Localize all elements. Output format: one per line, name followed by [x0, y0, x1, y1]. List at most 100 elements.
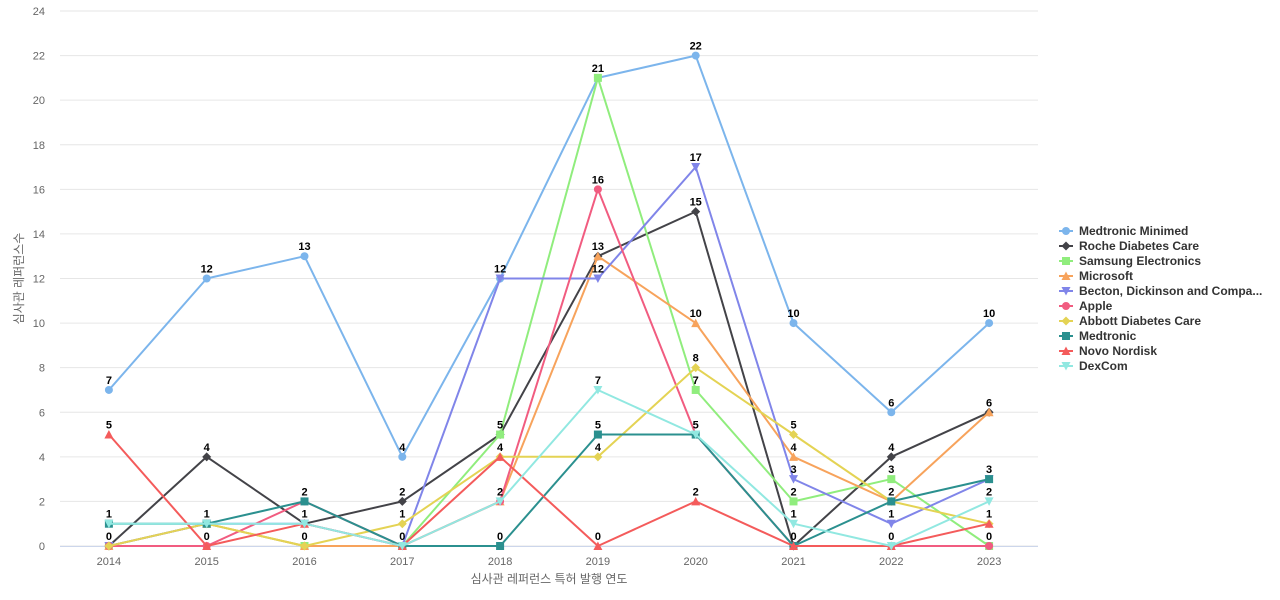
x-axis-title: 심사관 레퍼런스 특허 발행 연도 [471, 571, 628, 586]
data-label: 1 [986, 509, 992, 521]
legend-marker [1062, 257, 1070, 265]
data-point [691, 385, 700, 394]
data-point [985, 319, 994, 328]
y-tick-label: 8 [39, 363, 45, 375]
data-label: 1 [106, 509, 112, 521]
legend-item[interactable]: Samsung Electronics [1059, 254, 1201, 268]
data-label: 7 [693, 375, 699, 387]
series-9 [104, 385, 994, 551]
data-point [887, 475, 896, 484]
legend-item[interactable]: DexCom [1059, 359, 1128, 373]
data-label: 2 [301, 486, 307, 498]
legend-marker [1061, 346, 1071, 355]
data-point [984, 497, 994, 506]
data-label: 4 [204, 442, 211, 454]
legend-marker [1061, 287, 1071, 296]
data-point [300, 541, 309, 551]
x-tick-label: 2015 [194, 556, 218, 568]
data-point [887, 497, 896, 506]
data-label: 5 [106, 420, 112, 432]
series-4 [104, 163, 994, 551]
x-tick-label: 2016 [292, 556, 316, 568]
legend-label: Medtronic Minimed [1079, 224, 1188, 238]
data-point [104, 519, 114, 529]
data-label: 4 [399, 442, 406, 454]
data-point [691, 430, 701, 440]
data-label: 17 [690, 152, 702, 164]
data-point [397, 519, 407, 529]
legend-item[interactable]: Apple [1059, 299, 1113, 313]
legend-label: Abbott Diabetes Care [1079, 314, 1201, 328]
data-point [104, 541, 114, 551]
data-label: 5 [497, 420, 503, 432]
data-label: 10 [690, 308, 702, 320]
legend-label: Samsung Electronics [1079, 254, 1201, 268]
data-label: 6 [888, 397, 894, 409]
data-label: 8 [693, 353, 699, 365]
data-point [984, 407, 994, 417]
x-tick-label: 2022 [879, 556, 903, 568]
data-point [691, 51, 700, 60]
data-label: 12 [592, 264, 604, 276]
data-point [202, 519, 212, 529]
legend-item[interactable]: Abbott Diabetes Care [1059, 314, 1201, 328]
legend-marker [1061, 271, 1071, 280]
data-point [789, 430, 798, 440]
data-label: 0 [790, 531, 796, 543]
data-point [300, 252, 309, 261]
data-label: 0 [301, 531, 307, 543]
data-label: 4 [888, 442, 895, 454]
legend-label: Medtronic [1079, 329, 1137, 343]
y-tick-label: 16 [33, 184, 45, 196]
data-label: 2 [399, 486, 405, 498]
data-label: 5 [595, 420, 601, 432]
series-line [108, 54, 990, 458]
legend-item[interactable]: Microsoft [1059, 269, 1133, 283]
data-label: 13 [298, 241, 310, 253]
y-tick-label: 6 [39, 407, 45, 419]
y-tick-label: 18 [33, 140, 45, 152]
y-tick-label: 4 [39, 452, 45, 464]
data-point [202, 274, 211, 283]
x-tick-label: 2020 [683, 556, 707, 568]
data-point [789, 452, 798, 461]
data-label: 0 [595, 531, 601, 543]
legend-item[interactable]: Becton, Dickinson and Compa... [1059, 284, 1262, 298]
data-point [886, 452, 896, 462]
legend-marker [1061, 316, 1071, 326]
data-point [104, 385, 113, 394]
data-point [789, 497, 798, 506]
legend-item[interactable]: Novo Nordisk [1059, 344, 1157, 358]
legend-label: DexCom [1079, 359, 1128, 373]
legend-item[interactable]: Medtronic Minimed [1059, 224, 1188, 238]
legend-marker [1062, 227, 1070, 235]
legend-item[interactable]: Medtronic [1059, 329, 1137, 343]
data-point [202, 541, 212, 550]
y-tick-label: 22 [33, 51, 45, 63]
data-point [593, 452, 603, 462]
series-line [108, 433, 990, 547]
data-point [691, 363, 701, 373]
data-label: 1 [399, 509, 405, 521]
data-label: 0 [106, 531, 112, 543]
data-point [691, 163, 701, 172]
data-label: 0 [399, 531, 405, 543]
data-label: 5 [790, 420, 796, 432]
data-label: 4 [790, 442, 797, 454]
y-tick-label: 10 [33, 318, 45, 330]
data-point [984, 519, 994, 528]
data-point [593, 73, 602, 82]
y-tick-label: 14 [33, 229, 45, 241]
data-point [300, 519, 309, 529]
data-label: 2 [693, 486, 699, 498]
y-axis-title: 심사관 레퍼런스수 [12, 233, 26, 325]
legend-label: Apple [1079, 299, 1113, 313]
data-label: 4 [497, 442, 504, 454]
data-label: 3 [790, 464, 796, 476]
data-point [886, 542, 896, 551]
data-label: 12 [201, 264, 213, 276]
y-tick-label: 24 [33, 6, 45, 18]
legend-item[interactable]: Roche Diabetes Care [1059, 239, 1199, 253]
